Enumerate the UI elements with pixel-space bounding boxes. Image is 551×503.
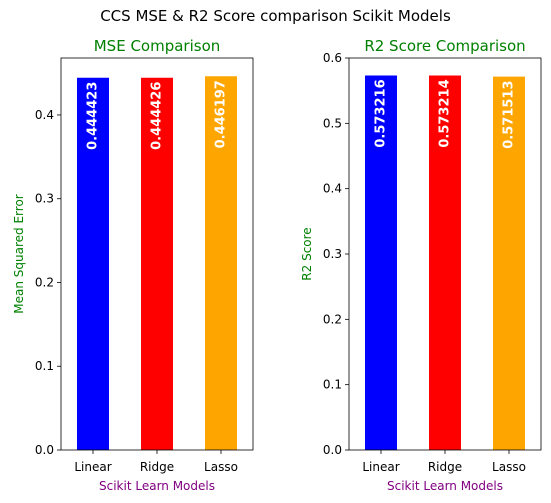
y-tick-label: 0.1 <box>35 359 54 373</box>
y-tick-label: 0.0 <box>323 443 342 457</box>
x-tick-label: Ridge <box>428 460 462 474</box>
y-tick-label: 0.5 <box>323 116 342 130</box>
x-tick-label: Linear <box>74 460 111 474</box>
chart-title: MSE Comparison <box>94 37 221 55</box>
x-tick-label: Lasso <box>204 460 238 474</box>
bar-lasso <box>493 76 525 450</box>
data-label: 0.444423 <box>86 82 101 150</box>
y-tick-label: 0.2 <box>35 275 54 289</box>
data-label: 0.444426 <box>150 82 165 150</box>
x-tick-label: Lasso <box>492 460 526 474</box>
data-label: 0.446197 <box>214 80 229 148</box>
bar-linear <box>365 75 397 451</box>
x-axis-label: Scikit Learn Models <box>99 479 215 493</box>
bar-ridge <box>141 77 173 451</box>
y-tick-label: 0.3 <box>323 247 342 261</box>
chart-title: R2 Score Comparison <box>364 37 525 55</box>
data-label: 0.573216 <box>374 79 389 147</box>
data-label: 0.571513 <box>502 80 517 148</box>
x-tick-label: Ridge <box>140 460 174 474</box>
x-axis-label: Scikit Learn Models <box>387 479 503 493</box>
y-tick-label: 0.6 <box>323 51 342 65</box>
y-axis-label: R2 Score <box>300 227 314 280</box>
y-tick-label: 0.1 <box>323 378 342 392</box>
y-tick-label: 0.3 <box>35 192 54 206</box>
y-tick-label: 0.0 <box>35 443 54 457</box>
y-tick-label: 0.4 <box>323 182 342 196</box>
bar-lasso <box>205 76 237 451</box>
y-tick-label: 0.4 <box>35 108 54 122</box>
y-tick-label: 0.2 <box>323 312 342 326</box>
axes-frame <box>348 57 542 451</box>
figure-suptitle: CCS MSE & R2 Score comparison Scikit Mod… <box>100 7 451 25</box>
axes-frame <box>60 57 254 451</box>
y-axis-label: Mean Squared Error <box>12 194 26 314</box>
x-tick-label: Linear <box>362 460 399 474</box>
bar-ridge <box>429 75 461 450</box>
bar-linear <box>77 77 109 450</box>
data-label: 0.573214 <box>438 79 453 147</box>
